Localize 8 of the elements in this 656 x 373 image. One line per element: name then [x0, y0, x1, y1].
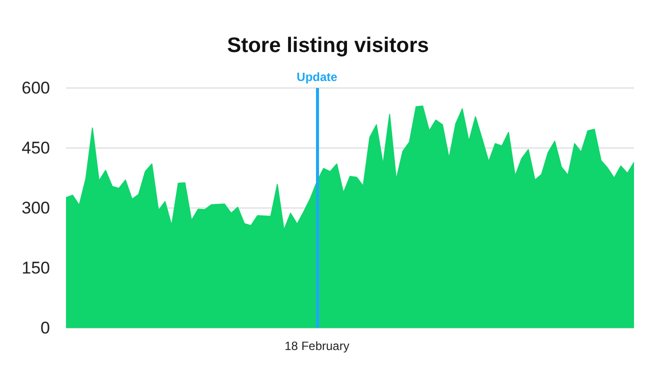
- ref-line-label: Update: [296, 70, 338, 84]
- y-tick-label: 300: [22, 198, 50, 218]
- x-tick-label: 18 February: [284, 339, 350, 353]
- y-tick-label: 600: [22, 78, 50, 98]
- y-tick-label: 450: [22, 138, 50, 158]
- y-tick-label: 0: [40, 318, 50, 338]
- y-tick-label: 150: [22, 258, 50, 278]
- chart-title: Store listing visitors: [227, 34, 429, 57]
